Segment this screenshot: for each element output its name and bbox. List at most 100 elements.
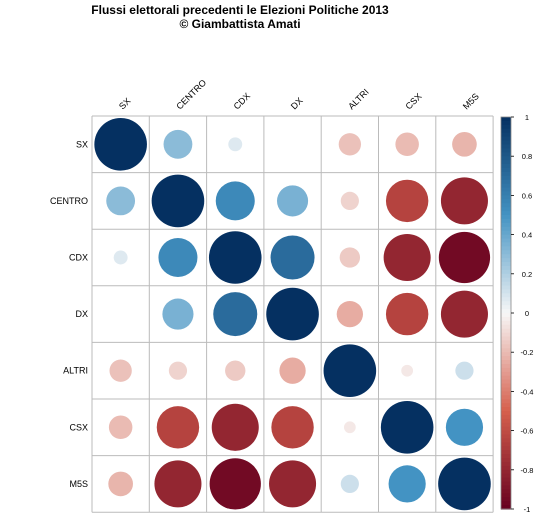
colorbar-segment bbox=[501, 144, 511, 149]
colorbar-segment bbox=[501, 250, 511, 255]
corr-circle-csx-centro bbox=[156, 406, 200, 449]
corr-circle-m5s-m5s bbox=[438, 457, 491, 511]
corr-circle-cdx-csx bbox=[383, 233, 431, 282]
colorbar-segment bbox=[501, 403, 511, 408]
row-label-cdx: CDX bbox=[69, 253, 88, 263]
colorbar-segment bbox=[501, 226, 511, 232]
col-label-altri: ALTRI bbox=[346, 87, 371, 112]
colorbar-segment bbox=[501, 395, 511, 400]
colorbar-segment bbox=[501, 461, 511, 467]
colorbar-segment bbox=[501, 438, 511, 443]
row-label-dx: DX bbox=[75, 309, 88, 319]
colorbar-segment bbox=[501, 207, 511, 212]
col-label-m5s: M5S bbox=[461, 91, 481, 111]
row-label-centro: CENTRO bbox=[50, 196, 88, 206]
colorbar-segment bbox=[501, 199, 511, 204]
corr-circle-altri-csx bbox=[401, 364, 414, 377]
colorbar-segment bbox=[501, 120, 511, 126]
colorbar-tick-label: 0.2 bbox=[522, 270, 532, 279]
colorbar-segment bbox=[501, 301, 511, 306]
corr-circle-m5s-sx bbox=[108, 471, 133, 497]
colorbar-tick-label: 1 bbox=[525, 113, 529, 122]
colorbar-segment bbox=[501, 140, 511, 146]
colorbar-segment bbox=[501, 246, 511, 251]
colorbar-segment bbox=[501, 399, 511, 404]
corr-circle-csx-sx bbox=[108, 415, 133, 440]
column-labels: SX CENTRO CDX DX ALTRI CSX M5S bbox=[117, 77, 481, 111]
colorbar-segment bbox=[501, 234, 511, 240]
colorbar-segment bbox=[501, 124, 511, 130]
colorbar-segment bbox=[501, 132, 511, 138]
colorbar-segment bbox=[501, 324, 511, 330]
colorbar-segment bbox=[501, 356, 511, 361]
colorbar-segment bbox=[501, 363, 511, 369]
colorbar-segment bbox=[501, 379, 511, 385]
colorbar-segment bbox=[501, 160, 511, 165]
colorbar-segment bbox=[501, 336, 511, 342]
corr-circle-altri-m5s bbox=[455, 361, 474, 380]
colorbar-tick-label: 0 bbox=[525, 309, 529, 318]
colorbar-segment bbox=[501, 167, 511, 173]
corr-circle-csx-altri bbox=[343, 421, 356, 434]
colorbar-segment bbox=[501, 258, 511, 263]
colorbar-tick-label: 0.4 bbox=[522, 231, 532, 240]
colorbar-segment bbox=[501, 320, 511, 326]
corr-circle-sx-cdx bbox=[228, 137, 243, 152]
corr-circle-sx-centro bbox=[163, 129, 193, 159]
colorbar-segment bbox=[501, 183, 511, 189]
colorbar-segment bbox=[501, 285, 511, 291]
corr-circle-centro-m5s bbox=[440, 177, 488, 225]
colorbar-segment bbox=[501, 469, 511, 475]
colorbar-segment bbox=[501, 328, 511, 334]
colorbar-segment bbox=[501, 387, 511, 392]
colorbar-segment bbox=[501, 505, 511, 510]
colorbar-segment bbox=[501, 344, 511, 349]
colorbar-segment bbox=[501, 422, 511, 428]
colorbar-tick-label: -0.2 bbox=[521, 348, 534, 357]
colorbar-segment bbox=[501, 254, 511, 259]
colorbar-tick-label: -0.4 bbox=[521, 387, 534, 396]
colorbar-segment bbox=[501, 473, 511, 479]
colorbar-segment bbox=[501, 238, 511, 244]
corr-circle-altri-sx bbox=[109, 359, 132, 382]
colorbar-segment bbox=[501, 211, 511, 216]
corr-circle-sx-altri bbox=[338, 133, 362, 156]
corr-circle-cdx-cdx bbox=[208, 231, 262, 284]
colorbar-segment bbox=[501, 391, 511, 396]
colorbar-segment bbox=[501, 332, 511, 338]
chart-subtitle: © Giambattista Amati bbox=[179, 17, 300, 31]
colorbar-segment bbox=[501, 352, 511, 357]
colorbar-segment bbox=[501, 485, 511, 490]
corr-circle-altri-centro bbox=[168, 361, 188, 380]
colorbar-tick-label: 0.6 bbox=[522, 191, 532, 200]
colorbar-segment bbox=[501, 218, 511, 224]
colorbar-segment bbox=[501, 215, 511, 220]
colorbar-segment bbox=[501, 309, 511, 314]
colorbar-segment bbox=[501, 501, 511, 506]
colorbar-segment bbox=[501, 136, 511, 142]
colorbar-segment bbox=[501, 179, 511, 185]
colorbar-tick-label: -0.6 bbox=[521, 427, 534, 436]
colorbar-segment bbox=[501, 262, 511, 267]
chart-title: Flussi elettorali precedenti le Elezioni… bbox=[91, 3, 389, 17]
colorbar-segment bbox=[501, 450, 511, 455]
colorbar-segment bbox=[501, 148, 511, 153]
colorbar-segment bbox=[501, 430, 511, 436]
colorbar-segment bbox=[501, 222, 511, 228]
colorbar-segment bbox=[501, 458, 511, 463]
colorbar-segment bbox=[501, 281, 511, 287]
colorbar-tick-label: -1 bbox=[524, 505, 531, 514]
corr-circle-m5s-centro bbox=[154, 460, 202, 508]
colorbar-segment bbox=[501, 316, 511, 322]
corr-circle-m5s-cdx bbox=[209, 458, 261, 510]
colorbar-segment bbox=[501, 269, 511, 275]
colorbar-segment bbox=[501, 371, 511, 377]
corr-circle-m5s-csx bbox=[388, 465, 426, 503]
colorbar-segment bbox=[501, 156, 511, 161]
corr-circle-dx-m5s bbox=[440, 290, 488, 338]
row-labels: SX CENTRO CDX DX ALTRI CSX M5S bbox=[50, 139, 88, 489]
colorbar-segment bbox=[501, 289, 511, 294]
colorbar-segment bbox=[501, 367, 511, 373]
colorbar-tick-label: -0.8 bbox=[521, 466, 534, 475]
